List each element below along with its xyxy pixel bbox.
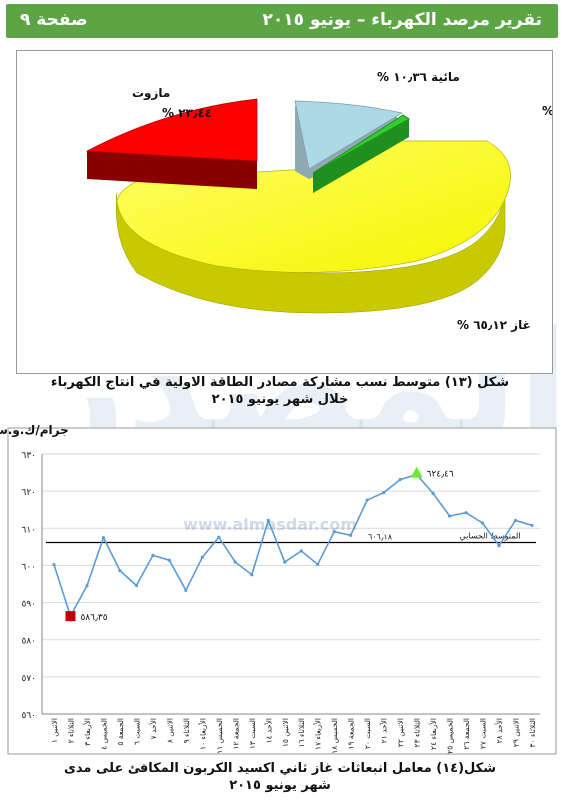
report-header: تقرير مرصد الكهرباء – يونيو ٢٠١٥ صفحة ٩ <box>6 4 558 38</box>
pie-slice-renewables-side <box>313 119 409 193</box>
data-point <box>184 588 188 592</box>
y-tick-label: ٦٠٠ <box>21 562 36 572</box>
line-chart-frame <box>7 427 557 755</box>
line-caption-line1: شكل(١٤) معامل انبعاثات غاز ثاني اكسيد ال… <box>64 761 496 776</box>
data-point <box>85 584 89 588</box>
x-tick-label: الاثنين ١ <box>50 718 59 743</box>
x-tick-label: الثلاثاء ٢ <box>66 718 75 743</box>
min-marker <box>65 611 76 622</box>
pie-slice-mazut <box>85 98 258 162</box>
data-point <box>283 560 287 564</box>
x-tick-label: السبت ٦ <box>132 718 141 745</box>
y-tick-label: ٥٩٠ <box>21 600 36 610</box>
data-point <box>299 549 303 553</box>
data-point <box>151 553 155 557</box>
data-point <box>480 521 485 525</box>
x-tick-label: الأحد ١٤ <box>263 718 273 743</box>
data-point <box>431 491 435 495</box>
x-tick-label: الجمعة ١٢ <box>231 718 240 750</box>
data-point <box>118 569 122 573</box>
data-point <box>233 560 237 564</box>
report-title: تقرير مرصد الكهرباء – يونيو ٢٠١٥ <box>262 10 542 30</box>
x-tick-label: الخميس ١٨ <box>330 718 339 754</box>
y-tick-label: ٥٨٠ <box>21 637 36 647</box>
series-line <box>53 473 533 619</box>
average-value-label: ٦٠٦٫١٨ <box>368 532 393 541</box>
x-tick-label: الخميس ٢٥ <box>446 718 455 754</box>
data-point <box>464 511 468 515</box>
data-point <box>447 514 452 518</box>
data-point <box>316 562 320 566</box>
data-point <box>497 544 501 548</box>
pie-slice-gas <box>116 140 511 273</box>
data-point <box>382 491 386 495</box>
pie-slice-hydro <box>294 100 403 170</box>
x-tick-label: الثلاثاء ٢٣ <box>413 718 422 747</box>
data-point <box>217 535 221 539</box>
label-mazut-value: ٢٣٫٤٤ % <box>162 106 212 120</box>
data-point <box>513 518 518 523</box>
label-mazut-name: مازوت <box>132 86 170 101</box>
average-label: المتوسط الحسابي <box>460 531 521 540</box>
y-tick-label: ٦٢٠ <box>21 488 36 498</box>
x-tick-label: الأربعاء ٣ <box>82 718 92 746</box>
x-tick-label: السبت ٢٧ <box>479 718 488 749</box>
data-point <box>349 533 353 537</box>
page-number: صفحة ٩ <box>20 10 88 30</box>
pie-chart: مازوت ٢٣٫٤٤ % مائية ١٠٫٣٦ % متجددة ١٫٠٨ … <box>85 70 566 332</box>
x-tick-label: الاثنين ١٥ <box>281 718 290 747</box>
y-tick-label: ٦١٠ <box>21 525 36 535</box>
max-value-label: ٦٢٤٫٤٦ <box>427 470 454 480</box>
y-tick-label: ٥٧٠ <box>21 674 36 684</box>
data-point <box>530 523 534 527</box>
pie-chart-frame: مازوت ٢٣٫٤٤ % مائية ١٠٫٣٦ % متجددة ١٫٠٨ … <box>16 50 566 374</box>
data-point <box>52 563 56 567</box>
data-point <box>332 530 336 534</box>
line-caption-line2: شهر يونيو ٢٠١٥ <box>229 778 331 793</box>
x-tick-label: الأربعاء ١٠ <box>197 718 207 750</box>
y-axis-title: جرام/ك.و.س <box>0 423 69 438</box>
min-value-label: ٥٨٦٫٣٥ <box>80 613 107 623</box>
x-tick-label: الاثنين ٨ <box>165 718 174 743</box>
pie-caption-line1: شكل (١٣) متوسط نسب مشاركة مصادر الطاقة ا… <box>50 375 510 390</box>
label-gas: غاز ٦٥٫١٢ % <box>457 318 531 332</box>
x-tick-label: الخميس ٤ <box>99 718 108 750</box>
data-point <box>398 478 402 482</box>
x-tick-label: الاثنين ٢٢ <box>396 718 405 747</box>
label-hydro: مائية ١٠٫٣٦ % <box>377 70 460 84</box>
data-point <box>266 518 270 523</box>
max-marker <box>410 466 423 478</box>
x-tick-label: الثلاثاء ٩ <box>182 718 191 743</box>
x-tick-label: الثلاثاء ١٦ <box>297 718 306 747</box>
x-tick-label: الأربعاء ١٧ <box>313 718 323 750</box>
x-tick-label: السبت ١٣ <box>248 718 257 749</box>
x-tick-label: الأربعاء ٢٤ <box>428 718 438 750</box>
x-tick-label: الاثنين ٢٩ <box>512 718 521 747</box>
pie-slice-mazut-side <box>87 151 257 189</box>
pie-caption-line2: خلال شهر يونيو ٢٠١٥ <box>211 392 349 407</box>
x-tick-label: الخميس ١١ <box>215 718 224 754</box>
data-point <box>250 573 254 577</box>
label-renewables: متجددة ١٫٠٨ % <box>542 104 552 118</box>
pie-slice-renewables <box>312 114 410 174</box>
x-tick-label: الجمعة ٥ <box>116 718 125 746</box>
data-point <box>134 583 139 588</box>
data-point <box>200 555 204 559</box>
x-tick-label: الأحد ٢١ <box>379 718 389 743</box>
x-tick-label: السبت ٢٠ <box>363 718 372 749</box>
y-tick-label: ٥٦٠ <box>21 711 36 721</box>
x-tick-label: الأحد ٧ <box>148 718 158 739</box>
x-tick-label: الأحد ٢٨ <box>494 718 504 743</box>
data-point <box>167 558 171 562</box>
x-tick-label: الجمعة ٢٦ <box>462 718 471 750</box>
y-tick-label: ٦٣٠ <box>21 451 36 461</box>
data-point <box>365 498 369 502</box>
x-tick-label: الجمعة ١٩ <box>347 718 356 750</box>
data-point <box>101 535 106 540</box>
x-tick-label: الثلاثاء ٣٠ <box>528 718 537 747</box>
